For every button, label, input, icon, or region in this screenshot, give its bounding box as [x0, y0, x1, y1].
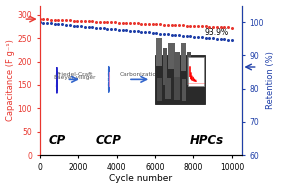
Text: CCP: CCP	[96, 134, 122, 147]
Text: HPCs: HPCs	[190, 134, 224, 147]
Text: Friedel-Craft: Friedel-Craft	[56, 72, 92, 77]
Bar	[187, 52, 191, 85]
Bar	[165, 78, 171, 99]
X-axis label: Cycle number: Cycle number	[109, 174, 172, 184]
Bar	[168, 43, 175, 69]
Bar	[156, 38, 162, 66]
Y-axis label: Capacitance (F g⁻¹): Capacitance (F g⁻¹)	[6, 39, 15, 121]
Text: 93.9%: 93.9%	[205, 28, 228, 37]
Bar	[181, 43, 186, 71]
Bar	[188, 57, 204, 86]
Text: CP: CP	[48, 134, 65, 147]
Y-axis label: Retention (%): Retention (%)	[266, 51, 275, 109]
Polygon shape	[108, 66, 109, 92]
Bar	[182, 79, 186, 101]
Text: Baeyer-villiger: Baeyer-villiger	[53, 75, 96, 80]
Bar	[174, 77, 180, 100]
Bar	[174, 52, 180, 87]
Text: Carbonization: Carbonization	[119, 72, 160, 77]
Polygon shape	[56, 67, 57, 93]
Bar	[155, 55, 205, 104]
Bar	[157, 78, 162, 101]
Bar	[163, 48, 167, 85]
